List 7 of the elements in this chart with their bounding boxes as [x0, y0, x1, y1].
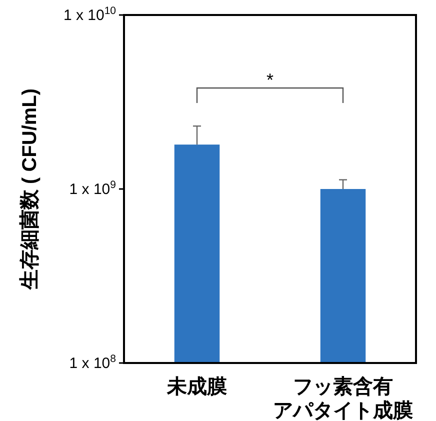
y-tick-label: 1 x 10$^{9}$ — [69, 179, 116, 198]
y-tick-label: 1 x 10$^{10}$ — [63, 5, 116, 24]
y-tick-label: 1 x 10$^{8}$ — [69, 353, 116, 372]
annotation: * — [266, 70, 274, 90]
x-tick-label: 未成膜 — [166, 376, 227, 398]
x-tick-label: フッ素含有アパタイト成膜 — [273, 375, 413, 421]
y-axis-title: 生存細菌数 ( CFU/mL) — [19, 88, 41, 291]
